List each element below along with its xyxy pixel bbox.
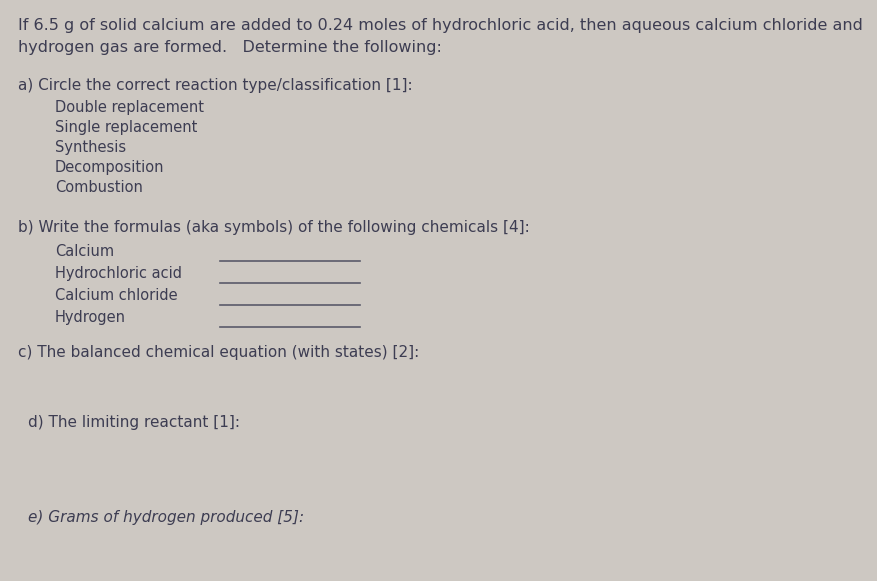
- Text: Combustion: Combustion: [55, 180, 143, 195]
- Text: b) Write the formulas (aka symbols) of the following chemicals [4]:: b) Write the formulas (aka symbols) of t…: [18, 220, 530, 235]
- Text: d) The limiting reactant [1]:: d) The limiting reactant [1]:: [28, 415, 240, 430]
- Text: Calcium: Calcium: [55, 244, 114, 259]
- Text: Hydrochloric acid: Hydrochloric acid: [55, 266, 182, 281]
- Text: If 6.5 g of solid calcium are added to 0.24 moles of hydrochloric acid, then aqu: If 6.5 g of solid calcium are added to 0…: [18, 18, 863, 33]
- Text: Single replacement: Single replacement: [55, 120, 197, 135]
- Text: hydrogen gas are formed.   Determine the following:: hydrogen gas are formed. Determine the f…: [18, 40, 442, 55]
- Text: Synthesis: Synthesis: [55, 140, 126, 155]
- Text: a) Circle the correct reaction type/classification [1]:: a) Circle the correct reaction type/clas…: [18, 78, 412, 93]
- Text: e) Grams of hydrogen produced [5]:: e) Grams of hydrogen produced [5]:: [28, 510, 304, 525]
- Text: c) The balanced chemical equation (with states) [2]:: c) The balanced chemical equation (with …: [18, 345, 419, 360]
- Text: Double replacement: Double replacement: [55, 100, 204, 115]
- Text: Hydrogen: Hydrogen: [55, 310, 126, 325]
- Text: Decomposition: Decomposition: [55, 160, 165, 175]
- Text: Calcium chloride: Calcium chloride: [55, 288, 178, 303]
